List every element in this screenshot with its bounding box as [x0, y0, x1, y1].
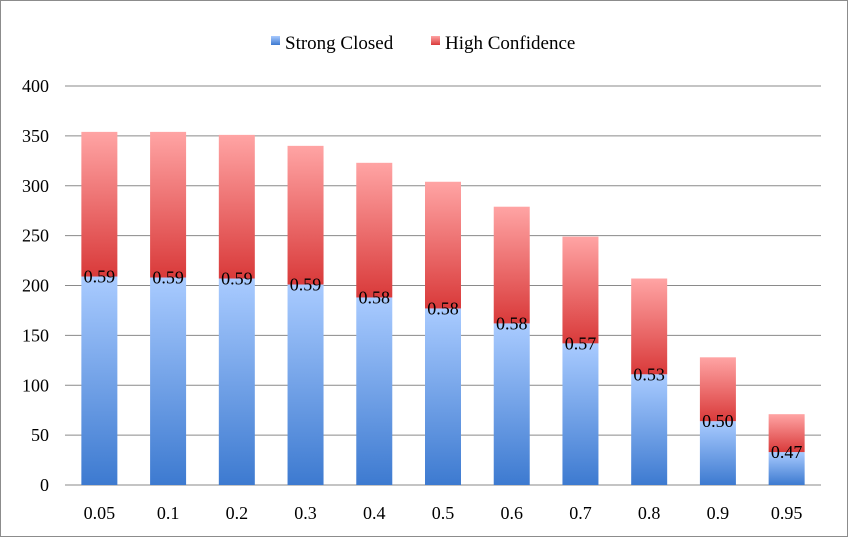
bars — [81, 131, 805, 485]
data-labels: 0.59 0.59 0.59 0.59 0.58 0.58 0.58 0.57 0.53 0.50… — [84, 267, 803, 463]
y-tick-label: 50 — [31, 425, 49, 445]
bar-high-confidence — [631, 278, 668, 375]
x-tick-label: 0.5 — [432, 503, 455, 523]
bar-strong-closed — [425, 308, 461, 485]
data-label: 0.47 — [771, 442, 803, 462]
data-label: 0.59 — [290, 275, 322, 295]
data-label: 0.53 — [633, 364, 665, 384]
x-tick-label: 0.95 — [771, 503, 803, 523]
data-label: 0.59 — [152, 268, 184, 288]
data-label: 0.59 — [221, 269, 253, 289]
y-tick-label: 400 — [22, 76, 49, 96]
x-tick-label: 0.7 — [569, 503, 592, 523]
bar-high-confidence — [699, 357, 736, 422]
bar-strong-closed — [287, 284, 324, 485]
bar-strong-closed — [493, 323, 530, 485]
bar-high-confidence — [425, 181, 461, 309]
legend-label-strong-closed: Strong Closed — [285, 33, 394, 54]
y-tick-label: 300 — [22, 176, 49, 196]
data-label: 0.58 — [359, 287, 391, 307]
x-axis-tick-labels: 0.05 0.1 0.2 0.3 0.4 0.5 0.6 0.7 0.8 0.9 0.95 — [84, 503, 803, 523]
y-tick-label: 100 — [22, 375, 49, 395]
legend: Strong Closed High Confidence — [271, 33, 575, 54]
y-tick-label: 200 — [22, 276, 49, 296]
bar-strong-closed — [81, 276, 118, 485]
legend-label-high-confidence: High Confidence — [445, 33, 575, 54]
bar-high-confidence — [356, 162, 393, 298]
x-tick-label: 0.4 — [363, 503, 386, 523]
legend-swatch-high-confidence — [431, 36, 440, 45]
data-label: 0.50 — [702, 411, 734, 431]
x-tick-label: 0.05 — [84, 503, 116, 523]
x-tick-label: 0.6 — [500, 503, 523, 523]
y-tick-label: 0 — [40, 475, 49, 495]
y-axis-tick-labels: 0 50 100 150 200 250 300 350 400 — [22, 76, 49, 495]
data-label: 0.57 — [565, 333, 597, 353]
bar-high-confidence — [150, 131, 187, 278]
bar-strong-closed — [218, 278, 255, 485]
bar-high-confidence — [218, 134, 255, 279]
bar-strong-closed — [631, 374, 668, 485]
data-label: 0.59 — [84, 267, 116, 287]
bar-high-confidence — [493, 206, 530, 324]
legend-swatch-strong-closed — [271, 36, 280, 45]
x-tick-label: 0.3 — [294, 503, 317, 523]
x-tick-label: 0.8 — [638, 503, 661, 523]
data-label: 0.58 — [496, 313, 528, 333]
x-tick-label: 0.2 — [226, 503, 249, 523]
y-tick-label: 350 — [22, 126, 49, 146]
bar-strong-closed — [768, 452, 805, 485]
x-tick-label: 0.1 — [157, 503, 180, 523]
bar-strong-closed — [562, 343, 599, 485]
bar-high-confidence — [768, 414, 805, 453]
y-tick-label: 250 — [22, 226, 49, 246]
x-tick-label: 0.9 — [707, 503, 730, 523]
bar-strong-closed — [699, 421, 736, 485]
bar-high-confidence — [562, 236, 599, 344]
bar-high-confidence — [287, 145, 324, 285]
bar-strong-closed — [150, 277, 187, 485]
bar-strong-closed — [356, 297, 393, 485]
y-tick-label: 150 — [22, 325, 49, 345]
data-label: 0.58 — [427, 298, 459, 318]
bar-high-confidence — [81, 131, 118, 277]
